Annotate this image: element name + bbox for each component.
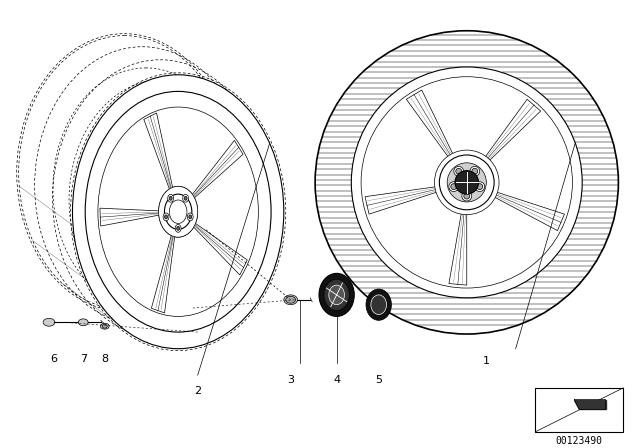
Polygon shape bbox=[191, 221, 247, 275]
Polygon shape bbox=[574, 400, 605, 409]
Ellipse shape bbox=[170, 200, 187, 224]
Ellipse shape bbox=[284, 295, 298, 305]
Ellipse shape bbox=[329, 285, 344, 305]
Ellipse shape bbox=[175, 224, 181, 232]
Polygon shape bbox=[493, 191, 564, 231]
Text: 3: 3 bbox=[287, 375, 294, 385]
Text: 7: 7 bbox=[79, 353, 87, 364]
Text: 00123490: 00123490 bbox=[556, 436, 603, 446]
Ellipse shape bbox=[164, 194, 192, 229]
Ellipse shape bbox=[168, 194, 173, 202]
Text: 8: 8 bbox=[101, 353, 108, 364]
Ellipse shape bbox=[182, 194, 189, 202]
Ellipse shape bbox=[177, 226, 180, 230]
Ellipse shape bbox=[43, 319, 55, 326]
Polygon shape bbox=[189, 140, 243, 201]
Ellipse shape bbox=[159, 186, 198, 237]
Polygon shape bbox=[406, 90, 454, 159]
Ellipse shape bbox=[184, 196, 187, 200]
Ellipse shape bbox=[319, 273, 355, 316]
Text: 6: 6 bbox=[51, 353, 58, 364]
Polygon shape bbox=[365, 186, 439, 214]
Circle shape bbox=[315, 31, 618, 334]
Circle shape bbox=[351, 67, 582, 298]
Ellipse shape bbox=[100, 323, 109, 329]
Polygon shape bbox=[152, 230, 175, 313]
Circle shape bbox=[361, 77, 572, 288]
Polygon shape bbox=[100, 208, 163, 226]
Bar bbox=[535, 388, 623, 432]
Ellipse shape bbox=[169, 196, 172, 200]
Text: 4: 4 bbox=[333, 375, 340, 385]
Ellipse shape bbox=[170, 200, 187, 224]
Ellipse shape bbox=[102, 324, 108, 328]
Circle shape bbox=[475, 182, 484, 191]
Circle shape bbox=[462, 191, 472, 201]
Ellipse shape bbox=[285, 297, 296, 303]
Circle shape bbox=[451, 184, 457, 190]
Ellipse shape bbox=[78, 319, 88, 326]
Circle shape bbox=[449, 182, 459, 191]
Ellipse shape bbox=[85, 91, 271, 332]
Circle shape bbox=[455, 171, 479, 194]
Text: 5: 5 bbox=[375, 375, 382, 385]
Ellipse shape bbox=[188, 213, 193, 221]
Circle shape bbox=[456, 168, 461, 174]
Ellipse shape bbox=[159, 186, 198, 237]
Polygon shape bbox=[484, 99, 541, 162]
Ellipse shape bbox=[324, 279, 349, 310]
Circle shape bbox=[439, 155, 494, 210]
Text: 1: 1 bbox=[483, 356, 490, 366]
Ellipse shape bbox=[189, 215, 192, 219]
Ellipse shape bbox=[163, 213, 169, 221]
Ellipse shape bbox=[72, 75, 284, 349]
Polygon shape bbox=[144, 113, 174, 194]
Ellipse shape bbox=[164, 215, 168, 219]
Text: 2: 2 bbox=[194, 386, 201, 396]
Ellipse shape bbox=[371, 295, 387, 314]
Ellipse shape bbox=[366, 289, 392, 320]
Circle shape bbox=[477, 184, 483, 190]
Ellipse shape bbox=[164, 194, 192, 229]
Ellipse shape bbox=[98, 107, 259, 316]
Circle shape bbox=[470, 166, 480, 176]
Circle shape bbox=[454, 166, 463, 176]
Circle shape bbox=[472, 168, 477, 174]
Circle shape bbox=[464, 193, 470, 199]
Circle shape bbox=[435, 150, 499, 215]
Circle shape bbox=[447, 163, 486, 202]
Polygon shape bbox=[449, 211, 467, 285]
